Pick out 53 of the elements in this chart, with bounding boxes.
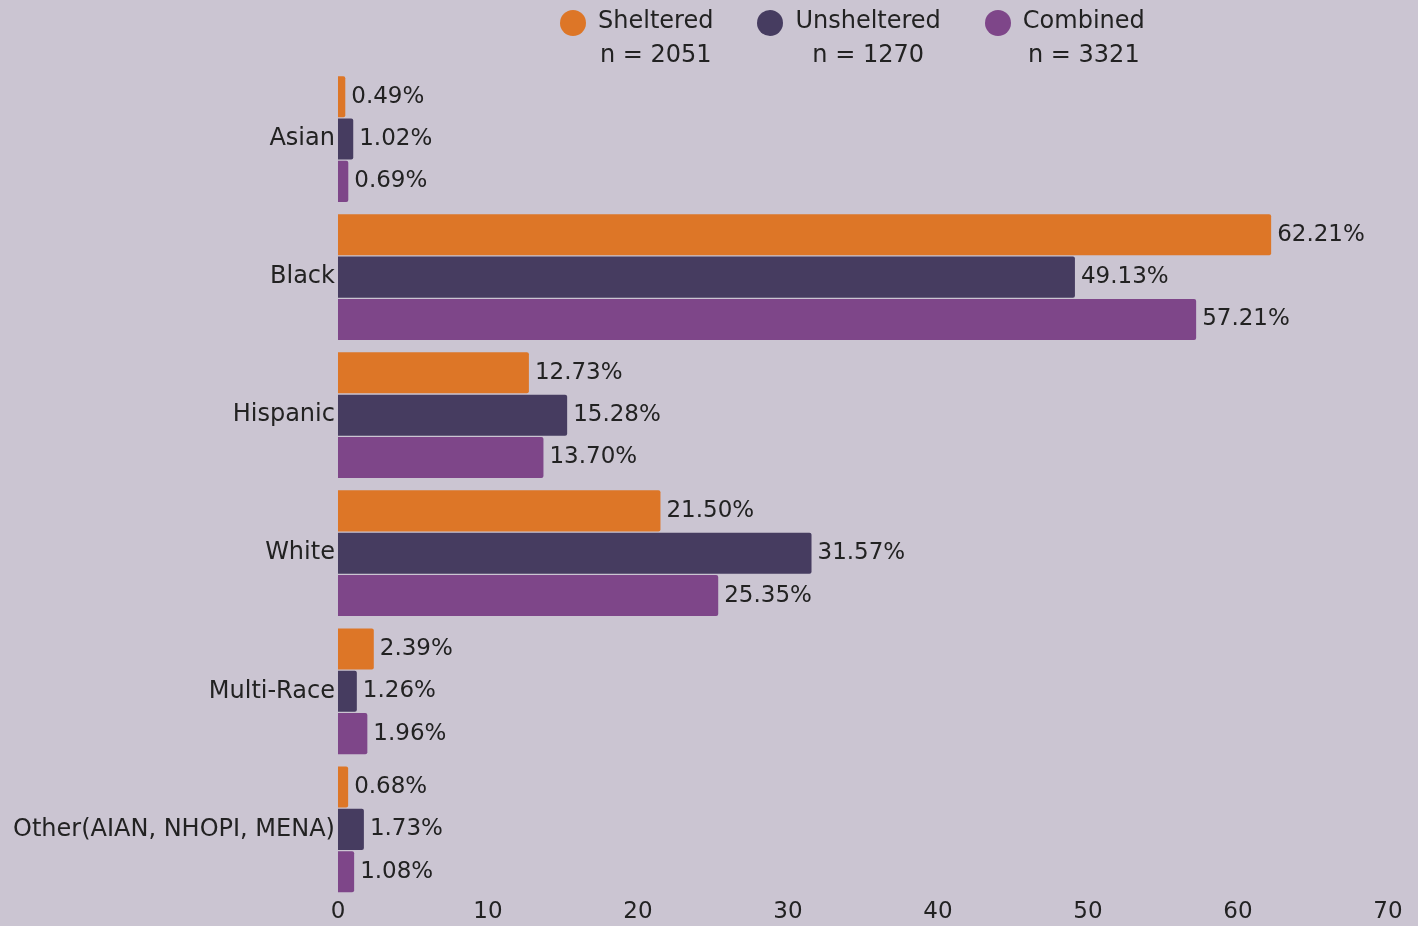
data-label: 25.35% (724, 580, 812, 607)
bar (337, 670, 357, 712)
x-tick-label: 70 (1373, 897, 1403, 924)
bar (337, 766, 349, 808)
x-tick-label: 40 (923, 897, 953, 924)
data-label: 49.13% (1080, 262, 1169, 289)
bar (337, 76, 346, 118)
data-label: 13.70% (549, 442, 638, 469)
bar (337, 851, 355, 893)
y-tick-label: Multi-Race (208, 675, 335, 704)
legend-label: Sheltered n = 2051 (598, 5, 714, 70)
bar (337, 298, 1197, 340)
x-tick-label: 50 (1073, 897, 1103, 924)
x-tick-label: 20 (623, 897, 653, 924)
bar (337, 713, 368, 755)
x-tick-label: 60 (1223, 897, 1253, 924)
bar (337, 628, 374, 670)
x-tick-label: 30 (773, 897, 803, 924)
y-tick-label: Black (270, 261, 336, 290)
data-label: 21.50% (666, 495, 755, 522)
data-label: 15.28% (573, 400, 661, 427)
bar (337, 575, 719, 617)
data-label: 62.21% (1277, 219, 1365, 246)
data-label: 1.08% (360, 856, 434, 883)
data-label: 0.49% (351, 81, 425, 108)
y-tick-label: Asian (269, 123, 335, 152)
bar (337, 214, 1272, 256)
bar (337, 532, 812, 574)
legend-label: Unsheltered n = 1270 (795, 5, 941, 70)
bar (337, 808, 364, 850)
data-label: 1.02% (359, 124, 433, 150)
x-tick-label: 10 (473, 897, 503, 924)
bar (337, 256, 1075, 298)
x-tick-label: 0 (330, 897, 346, 924)
data-label: 0.68% (354, 771, 428, 798)
bar (337, 352, 529, 394)
data-label: 31.57% (817, 538, 906, 565)
data-label: 0.69% (354, 166, 428, 193)
data-label: 2.39% (379, 633, 453, 660)
data-label: 1.96% (373, 718, 447, 745)
data-label: 57.21% (1202, 304, 1290, 331)
data-label: 12.73% (534, 357, 623, 384)
bar (337, 160, 349, 202)
y-tick-label: Other(AIAN, NHOPI, MENA) (13, 813, 335, 842)
bar (337, 394, 568, 436)
y-tick-label: White (265, 537, 335, 566)
data-label: 1.73% (369, 814, 443, 841)
y-tick-label: Hispanic (232, 399, 335, 428)
bar (337, 436, 544, 479)
bar (337, 118, 354, 160)
data-label: 1.26% (362, 676, 436, 703)
legend-label: Combined n = 3321 (1022, 5, 1145, 70)
bar (337, 490, 661, 532)
